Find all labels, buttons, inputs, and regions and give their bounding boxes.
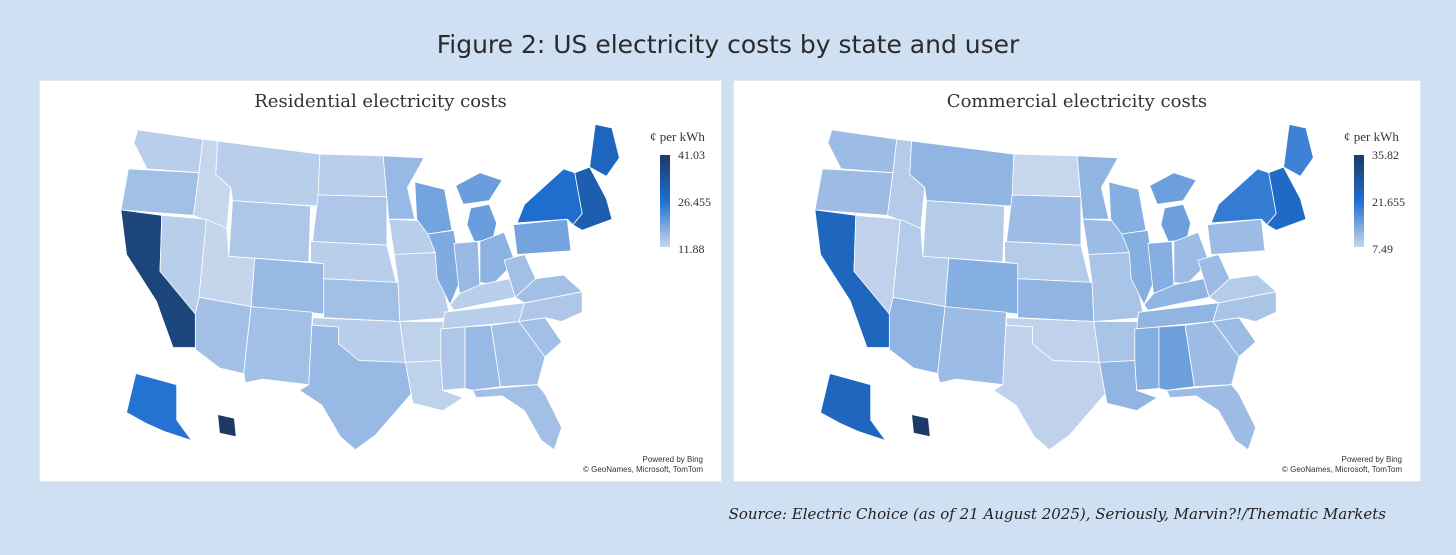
state-me[interactable]	[589, 123, 620, 177]
state-mn[interactable]	[382, 155, 425, 220]
state-ak[interactable]	[126, 373, 193, 442]
residential-attribution: Powered by Bing © GeoNames, Microsoft, T…	[583, 455, 703, 475]
state-or[interactable]	[120, 168, 200, 216]
state-co[interactable]	[250, 257, 326, 315]
state-wy[interactable]	[922, 200, 1006, 263]
state-me[interactable]	[1283, 123, 1314, 177]
state-mn[interactable]	[1076, 155, 1119, 220]
state-wa[interactable]	[133, 129, 204, 174]
commercial-legend-title: ¢ per kWh	[1344, 129, 1399, 144]
state-wa[interactable]	[827, 129, 898, 174]
state-or[interactable]	[814, 168, 894, 216]
residential-legend-scale	[660, 155, 670, 247]
state-wy[interactable]	[228, 200, 312, 263]
state-ms[interactable]	[440, 326, 466, 391]
commercial-legend-mid: 21.655	[1372, 195, 1405, 209]
state-ar[interactable]	[1093, 321, 1140, 363]
state-ms[interactable]	[1134, 326, 1160, 391]
state-ne-states[interactable]	[572, 166, 613, 231]
state-ne[interactable]	[1004, 241, 1091, 283]
state-ks[interactable]	[1017, 278, 1095, 322]
state-hi[interactable]	[217, 413, 237, 438]
powered-by-bing: Powered by Bing	[642, 455, 703, 464]
commercial-legend-min: 7.49	[1372, 242, 1393, 256]
state-ga[interactable]	[490, 321, 546, 388]
state-ak[interactable]	[820, 373, 887, 442]
state-co[interactable]	[944, 257, 1020, 315]
map-copyright: © GeoNames, Microsoft, TomTom	[583, 465, 703, 474]
state-sd[interactable]	[1006, 194, 1082, 246]
state-pa[interactable]	[512, 218, 572, 255]
state-mi2[interactable]	[1160, 203, 1192, 242]
state-ar[interactable]	[399, 321, 446, 363]
state-pa[interactable]	[1206, 218, 1266, 255]
state-mt[interactable]	[215, 140, 321, 207]
state-ga[interactable]	[1184, 321, 1240, 388]
residential-legend-mid: 26.455	[678, 195, 711, 209]
state-ny[interactable]	[516, 168, 583, 226]
state-nm[interactable]	[937, 306, 1007, 386]
state-wv[interactable]	[503, 254, 537, 299]
state-fl[interactable]	[1165, 384, 1257, 451]
state-oh[interactable]	[1173, 231, 1210, 285]
state-ks[interactable]	[323, 278, 401, 322]
commercial-attribution: Powered by Bing © GeoNames, Microsoft, T…	[1282, 455, 1402, 475]
state-fl[interactable]	[471, 384, 563, 451]
powered-by-bing: Powered by Bing	[1341, 455, 1402, 464]
state-oh[interactable]	[479, 231, 516, 285]
residential-legend-max: 41.03	[678, 148, 705, 162]
residential-map[interactable]	[80, 111, 640, 471]
state-wv[interactable]	[1197, 254, 1231, 299]
state-az[interactable]	[888, 296, 946, 374]
residential-map-panel: Residential electricity costs ¢ per kWh …	[39, 80, 722, 482]
commercial-map[interactable]	[774, 111, 1334, 471]
state-nm[interactable]	[243, 306, 313, 386]
commercial-map-panel: Commercial electricity costs ¢ per kWh 3…	[733, 80, 1421, 482]
state-mt[interactable]	[909, 140, 1015, 207]
state-tx[interactable]	[992, 312, 1106, 451]
state-al[interactable]	[464, 324, 501, 391]
state-mi[interactable]	[1149, 172, 1197, 205]
state-az[interactable]	[194, 296, 252, 374]
state-nd[interactable]	[1011, 153, 1082, 198]
state-ne[interactable]	[310, 241, 397, 283]
state-mi[interactable]	[455, 172, 503, 205]
residential-legend-title: ¢ per kWh	[650, 129, 705, 144]
residential-legend-min: 11.88	[678, 242, 705, 256]
state-hi[interactable]	[911, 413, 931, 438]
map-copyright: © GeoNames, Microsoft, TomTom	[1282, 465, 1402, 474]
source-note: Source: Electric Choice (as of 21 August…	[728, 505, 1386, 523]
state-mi2[interactable]	[466, 203, 498, 242]
state-al[interactable]	[1158, 324, 1195, 391]
residential-map-title: Residential electricity costs	[254, 91, 507, 112]
state-ne-states[interactable]	[1266, 166, 1307, 231]
commercial-map-title: Commercial electricity costs	[946, 91, 1208, 112]
state-sd[interactable]	[312, 194, 388, 246]
state-nd[interactable]	[317, 153, 388, 198]
figure-title: Figure 2: US electricity costs by state …	[436, 30, 1020, 59]
state-ny[interactable]	[1210, 168, 1277, 226]
commercial-legend-scale	[1354, 155, 1364, 247]
commercial-legend-max: 35.82	[1372, 148, 1399, 162]
state-tx[interactable]	[298, 312, 412, 451]
